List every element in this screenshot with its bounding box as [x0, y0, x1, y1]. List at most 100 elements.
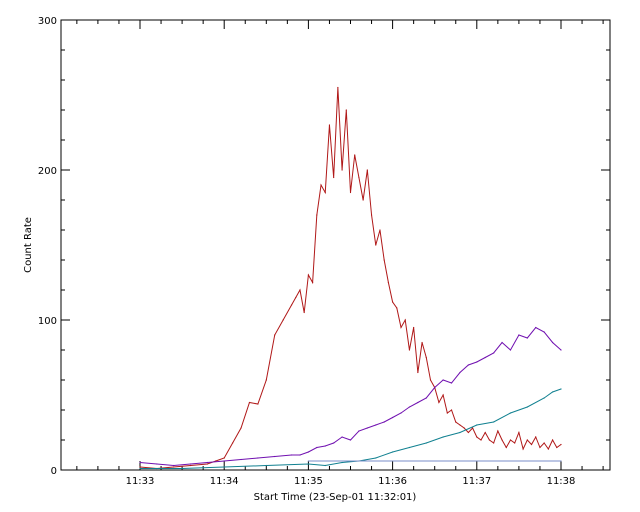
data-point	[295, 296, 297, 299]
data-point	[446, 412, 448, 414]
data-point	[312, 281, 314, 284]
data-point	[467, 431, 469, 434]
data-point	[307, 460, 309, 462]
y-axis-label: Count Rate	[23, 217, 34, 273]
data-point	[383, 421, 385, 423]
data-point	[417, 371, 419, 374]
data-point	[337, 86, 339, 89]
data-point	[535, 326, 537, 329]
x-tick-label: 11:36	[378, 476, 407, 487]
data-point	[408, 406, 411, 408]
data-point	[223, 466, 225, 468]
data-point	[505, 446, 507, 449]
data-point	[526, 439, 528, 441]
series-1	[139, 326, 562, 467]
data-point	[206, 463, 208, 465]
data-point	[497, 430, 499, 432]
data-point	[362, 199, 364, 201]
data-point	[299, 454, 301, 456]
data-point	[379, 229, 381, 231]
data-point	[526, 406, 528, 408]
data-point	[341, 169, 343, 171]
data-point	[484, 356, 486, 359]
data-point	[455, 421, 457, 423]
data-point	[530, 443, 533, 446]
data-point	[467, 364, 469, 366]
data-point	[173, 466, 175, 468]
data-point	[450, 409, 453, 411]
data-point	[320, 184, 322, 186]
data-point	[526, 337, 528, 339]
data-point	[459, 431, 461, 434]
data-point	[223, 457, 225, 459]
data-point	[375, 244, 377, 246]
x-tick-label: 11:37	[462, 476, 491, 487]
data-point	[328, 124, 331, 126]
data-point	[307, 274, 309, 276]
data-point	[265, 379, 267, 381]
data-point	[404, 319, 406, 321]
data-point	[501, 439, 503, 441]
series-layer	[139, 86, 562, 470]
data-point	[303, 311, 305, 314]
data-point	[387, 281, 389, 284]
y-tick-label: 100	[38, 316, 57, 327]
x-tick-label: 11:35	[294, 476, 323, 487]
data-point	[434, 386, 436, 389]
data-point	[421, 341, 423, 344]
data-point	[442, 436, 444, 438]
series-0	[139, 86, 562, 470]
data-point	[560, 349, 562, 351]
y-tick-labels: 0 100 200 300	[38, 16, 57, 477]
data-point	[324, 191, 326, 194]
data-point	[333, 442, 335, 444]
data-point	[366, 169, 368, 171]
data-point	[392, 301, 394, 303]
data-point	[316, 446, 318, 449]
data-point	[240, 427, 242, 429]
data-point	[543, 397, 545, 399]
x-tick-label: 11:33	[126, 476, 155, 487]
data-point	[375, 457, 377, 459]
data-point	[370, 214, 373, 216]
series-line	[140, 388, 562, 469]
data-point	[316, 214, 318, 216]
data-point	[307, 451, 309, 453]
data-point	[333, 176, 335, 179]
data-point	[471, 427, 474, 429]
data-point	[493, 442, 495, 444]
data-point	[551, 439, 554, 441]
data-point	[514, 442, 516, 444]
x-axis-label: Start Time (23-Sep-01 11:32:01)	[254, 492, 417, 503]
x-tick-label: 11:34	[210, 476, 239, 487]
data-point	[429, 379, 432, 381]
data-point	[358, 430, 360, 432]
data-point	[518, 431, 520, 434]
data-point	[139, 467, 141, 470]
data-point	[425, 356, 427, 359]
data-point	[396, 307, 398, 309]
data-point	[299, 289, 301, 291]
series-line	[139, 87, 562, 470]
data-point	[488, 439, 491, 441]
data-point	[539, 446, 541, 449]
data-point	[442, 394, 444, 396]
data-point	[408, 446, 411, 449]
data-point	[354, 154, 356, 156]
x-tick-labels: 11:33 11:34 11:35 11:36 11:37 11:38	[126, 476, 576, 487]
data-point	[307, 463, 309, 465]
data-point	[139, 466, 141, 468]
data-point	[551, 341, 554, 344]
data-point	[341, 461, 343, 464]
data-point	[223, 460, 225, 462]
data-point	[560, 388, 562, 390]
data-point	[181, 467, 183, 470]
data-point	[413, 326, 415, 329]
data-point	[383, 259, 385, 261]
y-tick-label: 0	[51, 466, 57, 477]
data-point	[560, 443, 562, 446]
data-point	[480, 439, 482, 441]
data-point	[493, 421, 495, 423]
data-point	[547, 448, 549, 450]
